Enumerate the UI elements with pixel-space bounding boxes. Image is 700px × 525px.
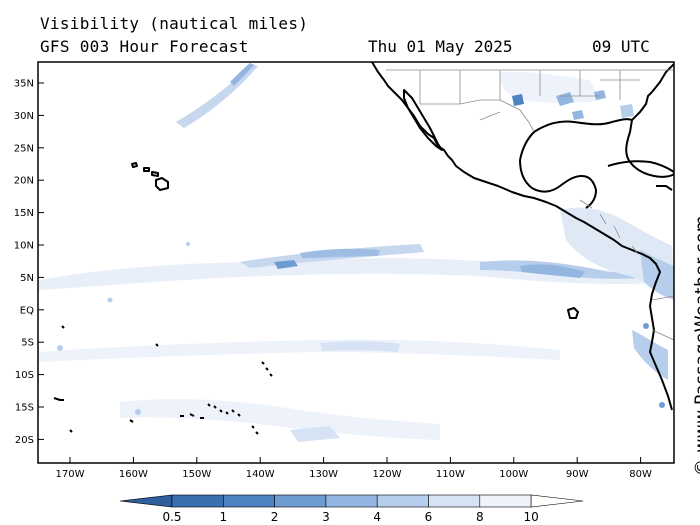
lat-tick-label: 20S — [15, 435, 34, 446]
lon-tick-label: 150W — [182, 469, 211, 480]
lon-tick-label: 100W — [499, 469, 528, 480]
legend-label: 6 — [425, 510, 433, 524]
lat-tick-label: 5N — [20, 273, 34, 284]
lon-tick-label: 130W — [309, 469, 338, 480]
legend-label: 0.5 — [162, 510, 181, 524]
lat-tick-label: 25N — [14, 143, 34, 154]
legend-swatch — [428, 494, 481, 508]
lat-tick-label: 10N — [14, 241, 34, 252]
lon-tick-label: 160W — [119, 469, 148, 480]
model-subtitle: GFS 003 Hour Forecast — [40, 37, 249, 56]
legend-high-arrow — [530, 494, 584, 508]
legend-label: 1 — [219, 510, 227, 524]
lat-tick-label: 10S — [15, 370, 34, 381]
legend-swatch — [223, 494, 275, 508]
lon-tick-label: 110W — [436, 469, 465, 480]
lon-tick-label: 80W — [629, 469, 652, 480]
legend-swatch — [376, 494, 429, 508]
lat-tick-label: 30N — [14, 111, 34, 122]
political-borders-layer — [386, 69, 674, 341]
lat-tick-label: 35N — [14, 79, 34, 90]
legend-label: 8 — [476, 510, 484, 524]
longitude-axis: 170W 160W 150W 140W 130W 120W 110W 100W 90W 80W — [56, 457, 652, 480]
legend-label: 10 — [523, 510, 538, 524]
legend-label: 4 — [373, 510, 381, 524]
visibility-haze-layer — [38, 63, 674, 442]
lat-tick-label: EQ — [20, 305, 34, 316]
legend-low-arrow — [119, 494, 173, 508]
legend-swatch — [479, 494, 532, 508]
forecast-date: Thu 01 May 2025 — [368, 37, 513, 56]
lat-tick-label: 15S — [15, 403, 34, 414]
visibility-legend: 0.5 1 2 3 4 6 8 10 — [119, 494, 584, 524]
legend-swatch — [171, 494, 224, 508]
credit-text: © www.PassageWeather.com — [692, 215, 700, 476]
map-title: Visibility (nautical miles) — [40, 14, 309, 33]
lat-tick-label: 15N — [14, 208, 34, 219]
lon-tick-label: 120W — [373, 469, 402, 480]
legend-label: 3 — [322, 510, 330, 524]
forecast-time: 09 UTC — [592, 37, 650, 56]
legend-label: 2 — [271, 510, 279, 524]
latitude-axis: 35N 30N 25N 20N 15N 10N 5N EQ 5S 10S 15S 20S — [14, 79, 44, 446]
land-outline-layer — [53, 62, 674, 435]
map-frame — [37, 61, 675, 464]
lon-tick-label: 90W — [566, 469, 589, 480]
legend-swatch — [274, 494, 327, 508]
lat-tick-label: 5S — [21, 338, 34, 349]
lat-tick-label: 20N — [14, 176, 34, 187]
lon-tick-label: 170W — [56, 469, 85, 480]
lon-tick-label: 140W — [246, 469, 275, 480]
legend-swatch — [325, 494, 378, 508]
